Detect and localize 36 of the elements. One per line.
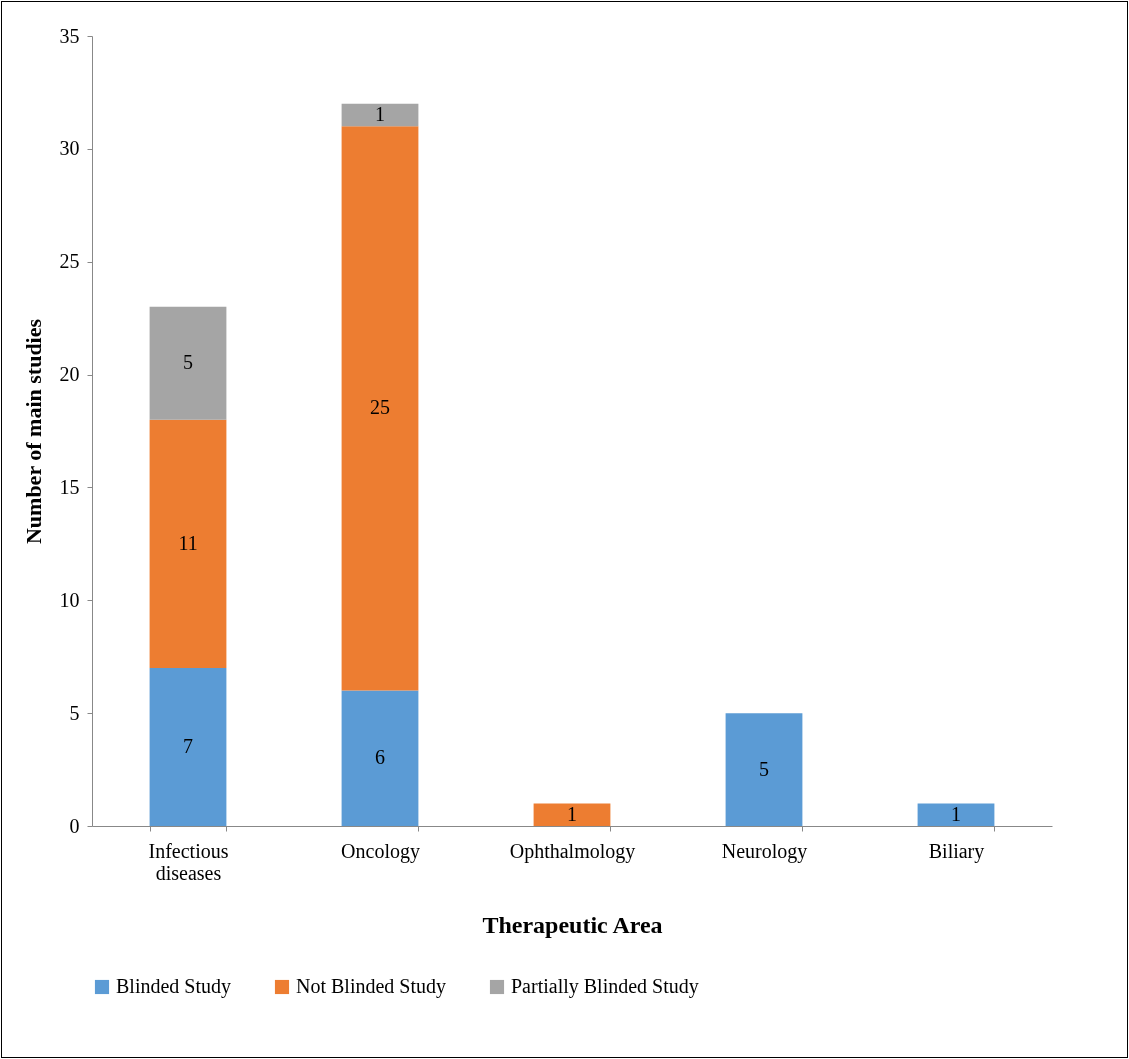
y-tick-label: 25 bbox=[59, 250, 80, 273]
y-tick-label: 5 bbox=[69, 701, 80, 724]
data-label: 6 bbox=[375, 746, 385, 769]
data-label: 11 bbox=[178, 531, 198, 554]
y-tick-label: 30 bbox=[59, 137, 80, 160]
y-tick-label: 35 bbox=[59, 24, 80, 47]
legend-label: Partially Blinded Study bbox=[511, 975, 699, 998]
data-label: 7 bbox=[183, 735, 193, 757]
bar bbox=[533, 803, 611, 826]
data-label: 1 bbox=[375, 103, 385, 125]
y-tick-label: 0 bbox=[69, 814, 80, 837]
x-tick-label: Biliary bbox=[928, 839, 985, 863]
bar bbox=[149, 306, 227, 420]
y-axis-title: Number of main studies bbox=[20, 318, 46, 545]
bar bbox=[341, 103, 419, 127]
bar bbox=[917, 803, 995, 826]
x-axis-title: Therapeutic Area bbox=[482, 911, 663, 938]
y-tick-label: 10 bbox=[59, 588, 80, 611]
bar bbox=[341, 690, 419, 826]
data-label: 1 bbox=[567, 802, 577, 825]
data-label: 5 bbox=[183, 351, 193, 374]
y-tick-label: 20 bbox=[59, 363, 80, 386]
bar bbox=[725, 713, 803, 826]
data-label: 25 bbox=[370, 396, 390, 419]
bar bbox=[149, 419, 227, 668]
x-tick-label: Neurology bbox=[721, 839, 808, 863]
x-tick-label: Oncology bbox=[341, 839, 420, 863]
x-tick-label: Ophthalmology bbox=[509, 839, 636, 863]
y-tick-label: 15 bbox=[59, 475, 80, 498]
data-label: 1 bbox=[951, 802, 961, 825]
legend-label: Not Blinded Study bbox=[296, 975, 447, 998]
legend-label: Blinded Study bbox=[116, 975, 232, 998]
bar bbox=[341, 126, 419, 691]
data-label: 5 bbox=[759, 757, 769, 780]
x-tick-label: Infectious diseases bbox=[148, 839, 229, 884]
bar bbox=[149, 668, 227, 826]
